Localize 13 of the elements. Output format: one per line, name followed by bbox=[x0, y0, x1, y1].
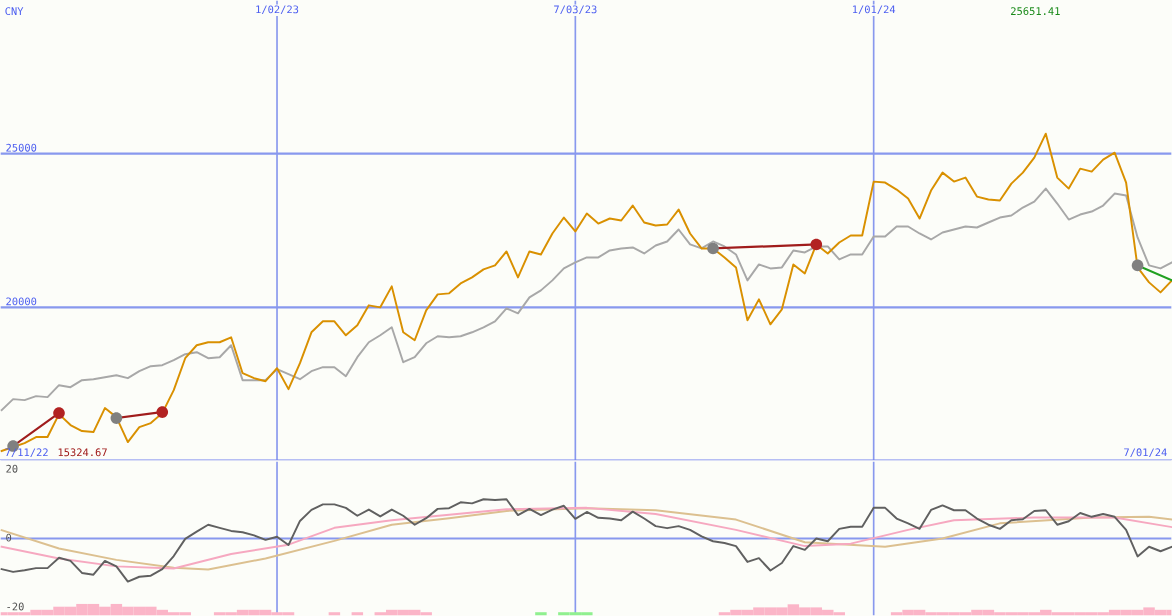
y-tick-label: 20 bbox=[6, 464, 18, 473]
y-tick-label: 25000 bbox=[6, 143, 37, 152]
x-tick-label: 7/03/23 bbox=[554, 5, 597, 15]
y-tick-label: 20000 bbox=[6, 297, 37, 306]
annotation: 7/01/24 bbox=[1124, 448, 1167, 458]
annotation: CNY bbox=[5, 7, 24, 16]
y-tick-label: 0 bbox=[6, 533, 12, 542]
annotation: 15324.67 bbox=[58, 448, 107, 457]
annotation: 7/11/22 bbox=[5, 448, 48, 458]
x-tick-label: 1/02/23 bbox=[256, 5, 299, 15]
x-tick-label: 1/01/24 bbox=[852, 5, 896, 15]
y-tick-label: -20 bbox=[7, 602, 24, 611]
annotation: 25651.41 bbox=[1011, 7, 1060, 16]
